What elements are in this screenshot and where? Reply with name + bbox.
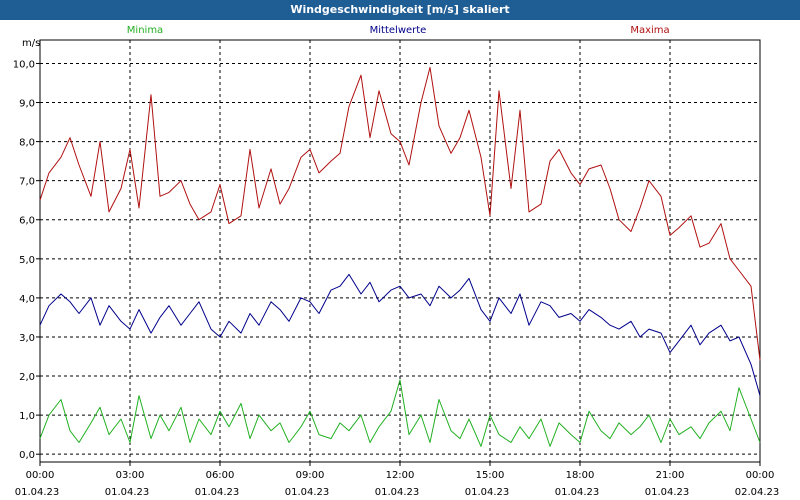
- y-tick-label: 0,0: [19, 450, 35, 461]
- x-tick-date: 01.04.23: [15, 487, 60, 498]
- x-tick-time: 21:00: [656, 470, 685, 481]
- y-tick-label: 5,0: [19, 255, 35, 266]
- x-tick-time: 09:00: [296, 470, 325, 481]
- legend-item-minima: Minima: [127, 25, 163, 36]
- x-tick-date: 01.04.23: [285, 487, 330, 498]
- series-line-maxima: [39, 66, 761, 361]
- x-tick-time: 03:00: [116, 470, 145, 481]
- y-tick-label: 6,0: [19, 216, 35, 227]
- y-tick-label: 3,0: [19, 333, 35, 344]
- wind-speed-chart: 0,0 1,0 2,0 3,0 4,0 5,0 6,0 7,0 8,0 9,0 10,0 m/s 00:…: [0, 20, 800, 500]
- x-tick-date: 01.04.23: [105, 487, 150, 498]
- legend: Maxima Mittelwerte Minima: [127, 25, 670, 36]
- x-tick-date: 01.04.23: [195, 487, 240, 498]
- x-tick-date: 01.04.23: [375, 487, 420, 498]
- x-tick-time: 18:00: [566, 470, 595, 481]
- x-tick-time: 12:00: [386, 470, 415, 481]
- y-tick-label: 2,0: [19, 372, 35, 383]
- x-tick-date: 01.04.23: [555, 487, 600, 498]
- y-axis-label: m/s: [22, 38, 40, 49]
- x-tick-time: 15:00: [476, 470, 505, 481]
- chart-title: Windgeschwindigkeit [m/s] skaliert: [0, 0, 800, 20]
- y-tick-label: 10,0: [13, 59, 35, 70]
- series-line-mittelwerte: [39, 273, 761, 396]
- x-tick-date: 01.04.23: [465, 487, 510, 498]
- series-line-minima: [39, 379, 761, 447]
- legend-item-maxima: Maxima: [630, 25, 669, 36]
- axes: 0,0 1,0 2,0 3,0 4,0 5,0 6,0 7,0 8,0 9,0 10,0 m/s 00:…: [13, 38, 780, 498]
- y-tick-label: 4,0: [19, 294, 35, 305]
- y-tick-label: 9,0: [19, 99, 35, 110]
- x-tick-date: 02.04.23: [735, 487, 780, 498]
- x-tick-date: 01.04.23: [645, 487, 690, 498]
- legend-item-mittelwerte: Mittelwerte: [370, 25, 427, 36]
- chart-background: [0, 20, 800, 500]
- y-tick-label: 1,0: [19, 411, 35, 422]
- x-tick-time: 06:00: [206, 470, 235, 481]
- y-tick-label: 8,0: [19, 138, 35, 149]
- x-tick-time: 00:00: [746, 470, 775, 481]
- x-tick-time: 00:00: [26, 470, 55, 481]
- series-layer: [39, 66, 761, 447]
- y-tick-label: 7,0: [19, 177, 35, 188]
